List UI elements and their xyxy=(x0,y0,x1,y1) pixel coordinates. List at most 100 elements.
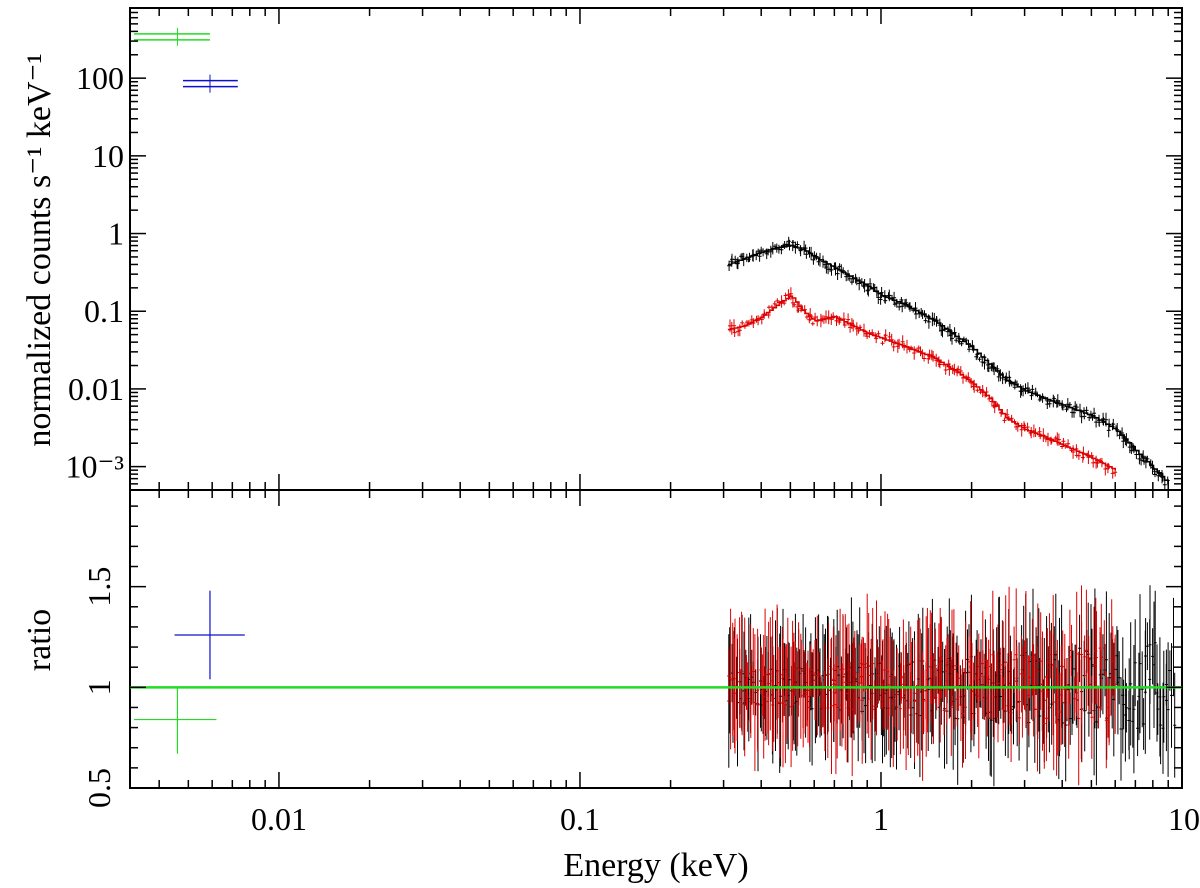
black-data-point xyxy=(897,303,902,311)
black-ratio-point xyxy=(1144,618,1148,694)
black-data-point xyxy=(1060,400,1065,410)
red-data-point xyxy=(1089,452,1094,459)
ratio-y-tick-label: 1.5 xyxy=(81,567,117,607)
red-ratio-point xyxy=(727,647,731,705)
red-ratio-point xyxy=(827,623,830,710)
red-data-point xyxy=(1015,421,1020,432)
red-data-point xyxy=(1029,427,1034,439)
red-data-point xyxy=(746,320,751,327)
red-data-point xyxy=(943,365,948,375)
x-tick-label: 10 xyxy=(1168,801,1200,837)
black-ratio-point xyxy=(1133,619,1137,707)
black-data-point xyxy=(907,302,912,312)
black-data-point xyxy=(887,289,892,302)
black-data-point xyxy=(835,267,840,280)
red-ratio-point xyxy=(935,667,939,711)
black-data-point xyxy=(841,267,846,275)
red-ratio-point xyxy=(813,640,817,721)
red-ratio-point xyxy=(974,656,978,700)
red-ratio-point xyxy=(1084,589,1088,711)
red-data-point xyxy=(978,390,983,395)
red-ratio-point xyxy=(992,654,996,740)
black-data-point xyxy=(1160,472,1165,482)
red-ratio-point xyxy=(740,672,744,736)
black-data-point xyxy=(911,308,916,313)
red-ratio-point xyxy=(1107,685,1111,746)
blue-spectrum-point xyxy=(183,74,238,93)
red-ratio-point xyxy=(751,628,755,715)
black-ratio-point xyxy=(1156,683,1160,735)
black-data-point xyxy=(786,236,791,246)
red-ratio-point xyxy=(763,608,767,741)
red-data-point xyxy=(727,319,732,333)
black-data-point xyxy=(1120,427,1125,439)
black-data-point xyxy=(741,252,746,267)
black-data-point xyxy=(1052,396,1057,401)
red-ratio-point xyxy=(876,647,880,704)
red-ratio-point xyxy=(904,631,908,770)
red-ratio-point xyxy=(918,628,922,693)
red-ratio-point xyxy=(888,637,892,716)
red-ratio-point xyxy=(832,664,836,722)
red-ratio-point xyxy=(1017,691,1021,745)
black-ratio-point xyxy=(1166,642,1170,777)
red-ratio-point xyxy=(881,639,885,730)
red-data-point xyxy=(1033,428,1038,437)
red-ratio-point xyxy=(821,686,825,728)
red-data-point xyxy=(874,334,879,344)
red-data-point xyxy=(841,312,846,326)
black-data-point xyxy=(1101,416,1106,426)
red-data-point xyxy=(858,324,863,330)
black-data-point xyxy=(821,255,826,268)
black-data-point xyxy=(1000,371,1005,385)
black-data-point xyxy=(1067,402,1072,408)
black-data-point xyxy=(970,340,975,351)
red-ratio-point xyxy=(853,631,857,715)
spectrum-panel-frame xyxy=(129,7,1183,491)
red-ratio-point xyxy=(900,653,903,701)
red-data-point xyxy=(876,330,881,337)
red-ratio-point xyxy=(933,628,937,703)
black-data-point xyxy=(1055,394,1060,408)
black-data-point xyxy=(937,318,942,332)
black-data-point xyxy=(795,241,800,248)
red-data-point xyxy=(792,302,797,308)
red-ratio-point xyxy=(875,600,878,736)
red-ratio-point xyxy=(959,668,963,742)
black-data-point xyxy=(1051,394,1056,408)
red-ratio-point xyxy=(1044,675,1048,762)
black-data-point xyxy=(833,262,838,276)
red-ratio-point xyxy=(977,633,981,759)
red-data-point xyxy=(769,304,774,310)
red-ratio-point xyxy=(950,609,954,707)
red-data-point xyxy=(883,329,888,342)
red-ratio-point xyxy=(768,617,772,731)
black-data-point xyxy=(854,276,859,286)
black-data-point xyxy=(757,250,762,262)
red-data-point xyxy=(779,295,784,308)
red-data-point xyxy=(762,311,767,317)
red-ratio-point xyxy=(1065,659,1069,719)
black-ratio-point xyxy=(1148,585,1152,705)
black-data-point xyxy=(782,241,787,249)
black-ratio-point xyxy=(1140,651,1144,728)
red-ratio-point xyxy=(1036,603,1040,740)
red-ratio-point xyxy=(835,656,839,759)
black-data-point xyxy=(865,286,870,295)
red-data-point xyxy=(802,305,807,315)
black-data-point xyxy=(995,365,1000,373)
red-data-point xyxy=(1081,446,1086,460)
red-ratio-point xyxy=(738,617,742,728)
red-data-point xyxy=(846,313,851,326)
red-ratio-point xyxy=(1028,656,1032,699)
red-data-point xyxy=(826,310,831,325)
black-data-point xyxy=(1157,470,1162,477)
black-data-point xyxy=(1047,400,1052,408)
spectrum-y-tick-label: 100 xyxy=(76,60,124,96)
red-data-point xyxy=(867,329,872,338)
black-data-point xyxy=(940,323,945,338)
red-data-point xyxy=(786,289,791,300)
red-data-point xyxy=(964,374,969,382)
red-data-point xyxy=(980,385,985,398)
red-ratio-point xyxy=(845,624,849,763)
